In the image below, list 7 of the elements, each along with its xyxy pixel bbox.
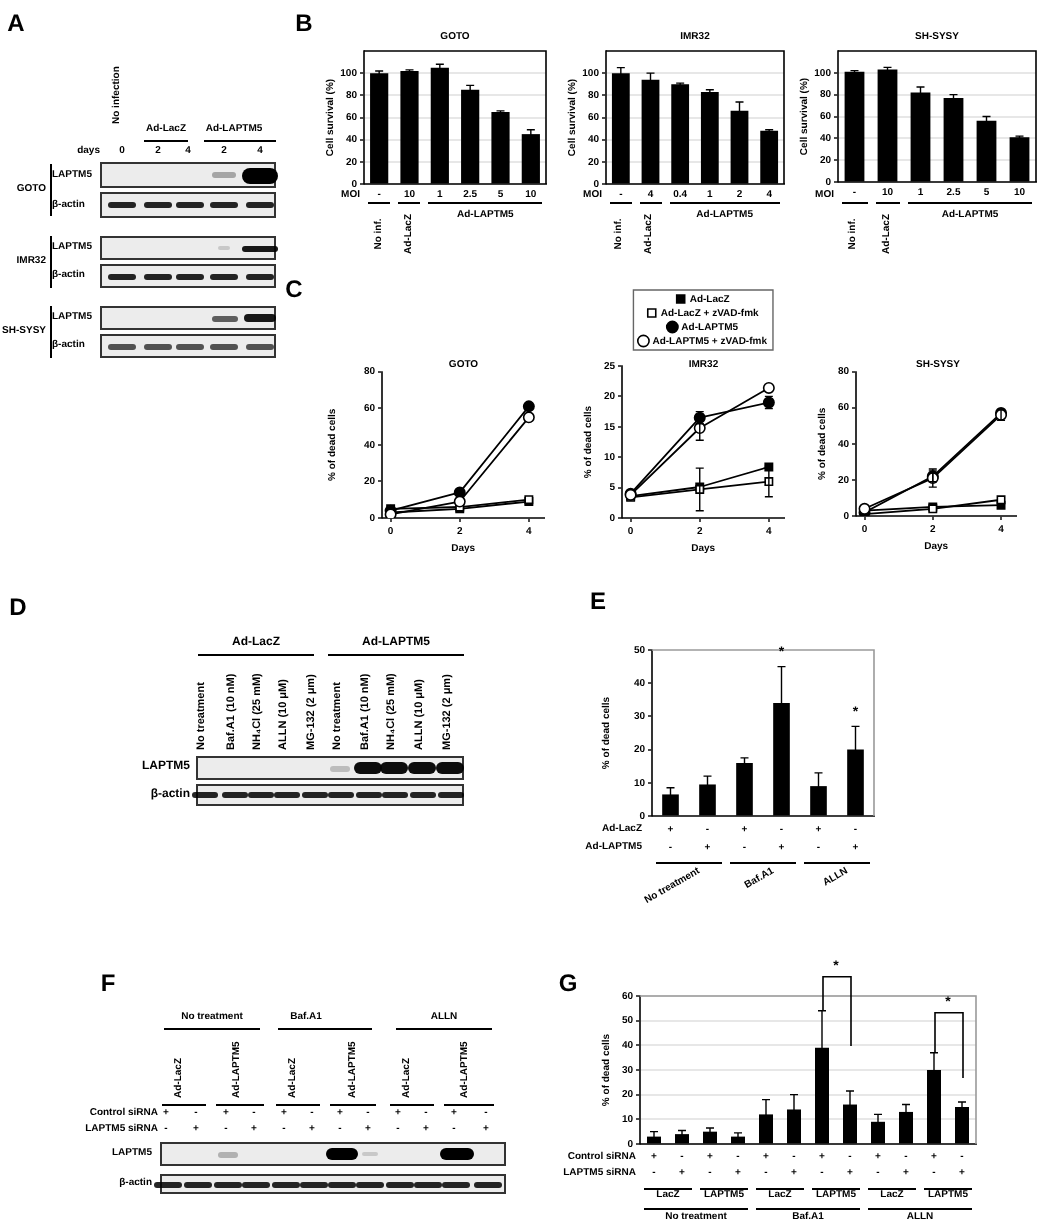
text: D [9, 592, 27, 622]
text: C [285, 274, 303, 304]
text: F [100, 968, 116, 998]
text: G [558, 968, 578, 998]
text: E [589, 586, 607, 616]
text: B [295, 8, 313, 38]
text: A [7, 8, 25, 38]
